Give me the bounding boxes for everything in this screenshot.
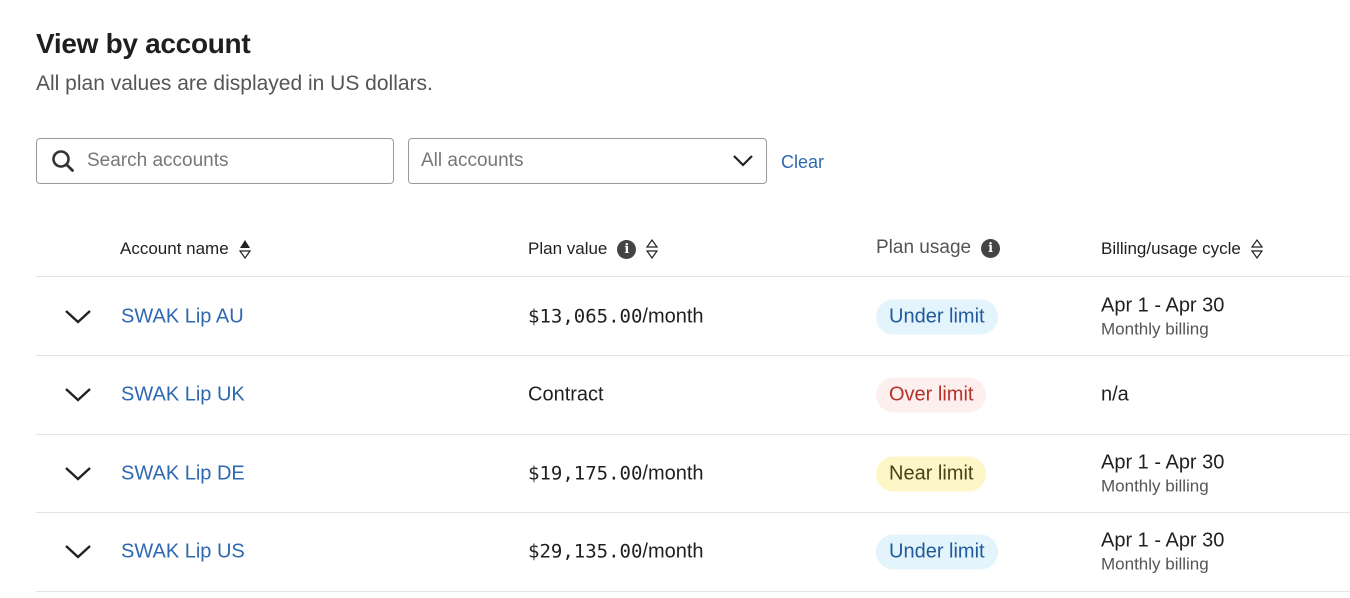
cycle-dates: Apr 1 - Apr 30 <box>1101 529 1225 552</box>
cycle-dates: Apr 1 - Apr 30 <box>1101 294 1225 316</box>
column-header-plan-usage: Plan usage i <box>876 237 1001 259</box>
column-label: Account name <box>120 239 229 258</box>
plan-unit: /month <box>642 305 704 327</box>
search-input[interactable] <box>85 149 379 173</box>
account-name-link[interactable]: SWAK Lip US <box>121 540 245 563</box>
billing-type: Monthly billing <box>1101 476 1209 495</box>
page-title: View by account <box>36 28 251 59</box>
plan-value: $19,175.00/month <box>528 462 704 485</box>
info-icon[interactable]: i <box>981 238 1001 258</box>
plan-amount: $19,175.00 <box>528 462 643 484</box>
expand-chevron-icon[interactable] <box>64 544 92 560</box>
cycle-dates: Apr 1 - Apr 30 <box>1101 451 1225 473</box>
plan-unit: Contract <box>528 383 604 406</box>
account-name-link[interactable]: SWAK Lip UK <box>121 383 245 406</box>
sort-icon[interactable] <box>1250 238 1263 260</box>
billing-cycle: n/a <box>1101 384 1129 407</box>
sort-ascending-icon[interactable] <box>238 238 251 260</box>
chevron-down-icon <box>733 155 753 167</box>
status-badge: Under limit <box>876 534 998 570</box>
plan-unit: /month <box>642 540 704 563</box>
status-badge: Under limit <box>876 299 998 334</box>
billing-type: Monthly billing <box>1101 554 1209 574</box>
column-label: Billing/usage cycle <box>1101 239 1241 258</box>
page-subtitle: All plan values are displayed in US doll… <box>36 72 433 95</box>
billing-cycle: Apr 1 - Apr 30 Monthly billing <box>1101 451 1224 496</box>
expand-chevron-icon[interactable] <box>64 466 92 482</box>
billing-cycle: Apr 1 - Apr 30 Monthly billing <box>1101 294 1224 339</box>
account-select-value: All accounts <box>421 150 524 171</box>
divider <box>36 433 1350 435</box>
status-badge: Over limit <box>876 377 987 413</box>
table-row: SWAK Lip US $29,135.00/month Under limit… <box>0 513 1350 592</box>
divider <box>36 512 1350 513</box>
plan-unit: /month <box>642 462 704 484</box>
divider <box>36 276 1350 277</box>
expand-chevron-icon[interactable] <box>64 387 92 403</box>
info-icon[interactable]: i <box>617 239 637 259</box>
column-label: Plan value <box>528 239 608 258</box>
account-select[interactable]: All accounts <box>408 138 767 184</box>
sort-icon[interactable] <box>646 238 659 260</box>
plan-value: $13,065.00/month <box>528 305 704 328</box>
column-header-billing-cycle[interactable]: Billing/usage cycle <box>1101 238 1263 260</box>
billing-type: Monthly billing <box>1101 319 1209 338</box>
account-name-link[interactable]: SWAK Lip AU <box>121 305 244 327</box>
table-row: SWAK Lip UK Contract Over limit n/a <box>0 356 1350 435</box>
plan-value: $29,135.00/month <box>528 541 704 564</box>
column-header-plan-value[interactable]: Plan value i <box>528 238 659 260</box>
divider <box>36 355 1350 356</box>
cycle-dates: n/a <box>1101 383 1129 406</box>
search-field[interactable] <box>36 138 394 184</box>
table-row: SWAK Lip AU $13,065.00/month Under limit… <box>0 277 1350 356</box>
expand-chevron-icon[interactable] <box>64 309 92 325</box>
billing-cycle: Apr 1 - Apr 30 Monthly billing <box>1101 530 1224 575</box>
plan-amount: $29,135.00 <box>528 540 643 563</box>
status-badge: Near limit <box>876 456 987 491</box>
divider <box>36 590 1350 592</box>
clear-button[interactable]: Clear <box>781 152 825 172</box>
plan-amount: $13,065.00 <box>528 305 643 327</box>
plan-value: Contract <box>528 384 604 407</box>
column-header-account-name[interactable]: Account name <box>120 238 251 260</box>
table-row: SWAK Lip DE $19,175.00/month Near limit … <box>0 434 1350 513</box>
column-label: Plan usage <box>876 237 972 258</box>
account-name-link[interactable]: SWAK Lip DE <box>121 462 245 484</box>
search-icon <box>52 150 74 172</box>
